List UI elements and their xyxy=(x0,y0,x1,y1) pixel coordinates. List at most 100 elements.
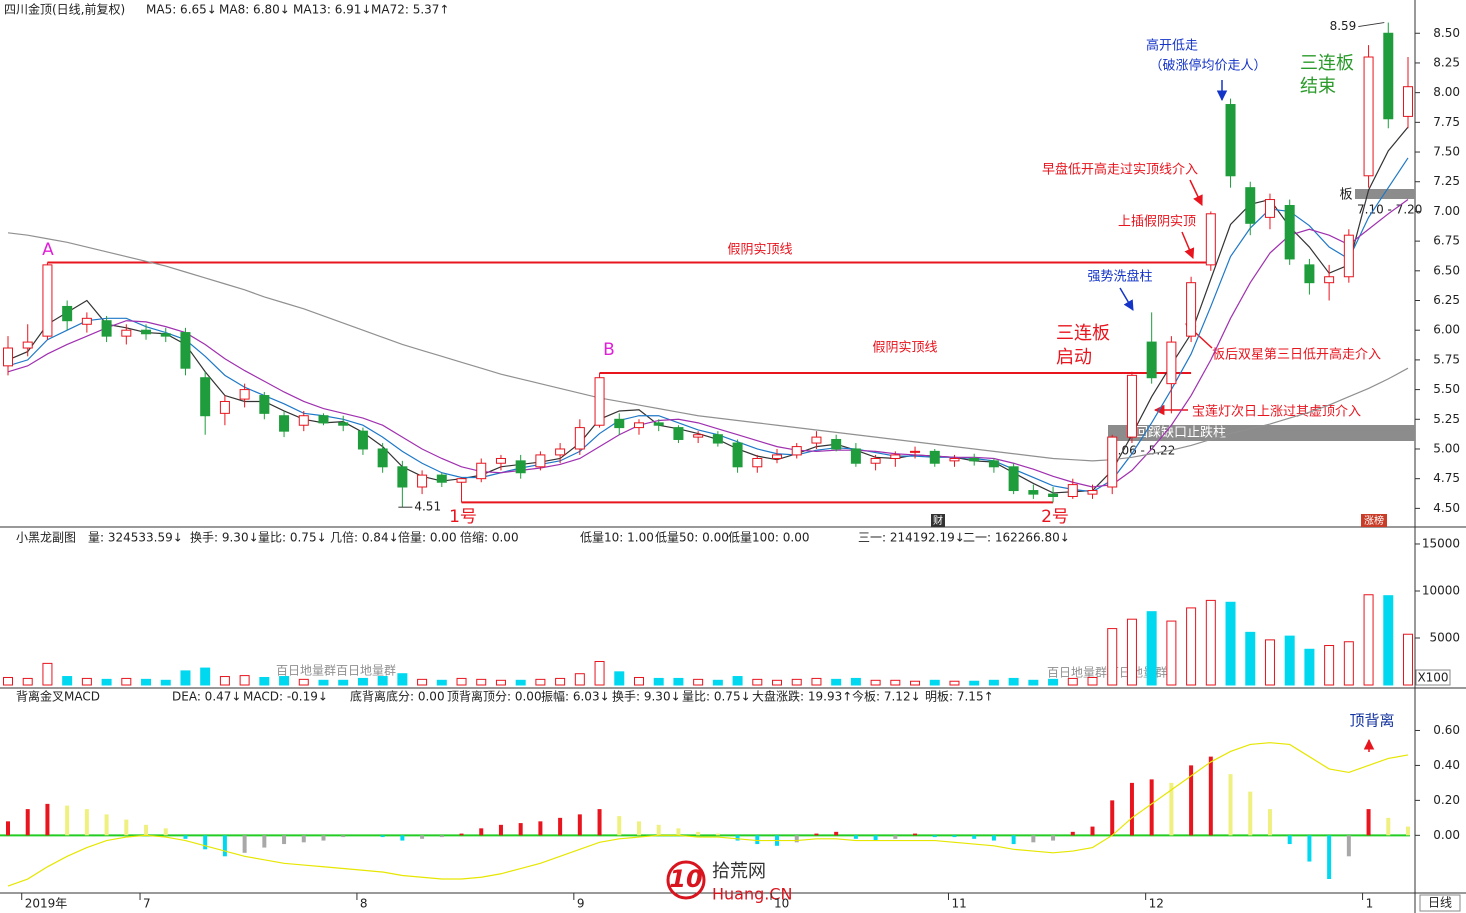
candle-body xyxy=(200,377,211,417)
candle-body xyxy=(594,377,605,426)
period-label[interactable]: 日线 xyxy=(1428,896,1452,910)
indicator-stat: 倍缩: 0.00 xyxy=(460,530,519,545)
candle-body xyxy=(910,450,921,453)
volume-bar xyxy=(1067,677,1078,686)
volume-bar xyxy=(417,678,428,686)
volume-bar xyxy=(42,662,53,686)
price-max-label: 8.59 xyxy=(1330,19,1357,33)
annotation: B xyxy=(603,340,615,360)
arrow xyxy=(1119,287,1134,311)
candle-body xyxy=(1304,264,1315,284)
legend-item: MA13: 6.91↓ xyxy=(293,3,371,17)
macd-tick-label: 0.00 xyxy=(1433,828,1460,842)
price-tick-label: 7.75 xyxy=(1433,115,1460,129)
price-tick-label: 6.00 xyxy=(1433,323,1460,337)
candle-body xyxy=(357,430,368,450)
volume-bar xyxy=(594,660,605,686)
price-tick-label: 7.50 xyxy=(1433,145,1460,159)
arrow xyxy=(1189,179,1203,206)
volume-bar xyxy=(811,677,822,686)
volume-bar xyxy=(62,676,73,686)
annotation: 上插假阴实顶 xyxy=(1118,215,1196,230)
logo: 10 xyxy=(669,865,702,893)
volume-bar xyxy=(1284,635,1295,686)
candle-body xyxy=(1126,374,1137,438)
volume-unit: X100 xyxy=(1417,671,1448,685)
volume-bar xyxy=(121,677,132,686)
candle-body xyxy=(1225,104,1236,177)
volume-bar xyxy=(3,676,13,686)
candle-body xyxy=(1008,466,1019,492)
annotation: 强势洗盘柱 xyxy=(1087,269,1152,285)
volume-bar xyxy=(495,679,506,686)
volume-bar xyxy=(338,679,349,686)
candle-body xyxy=(1087,490,1098,495)
volume-bar xyxy=(969,680,980,686)
annotation: 假阴实顶线 xyxy=(727,243,792,258)
extreme-pointer xyxy=(1358,22,1385,28)
volume-bar xyxy=(515,679,526,686)
volume-bar xyxy=(929,679,940,686)
panel-title: 背离金叉MACD xyxy=(16,689,100,704)
candle-body xyxy=(160,333,171,337)
candle-body xyxy=(988,460,999,468)
candle-body xyxy=(1403,86,1413,117)
period-box[interactable] xyxy=(1419,894,1461,912)
chart-title: 四川金顶(日线,前复权) xyxy=(4,2,125,17)
candle-body xyxy=(1383,32,1394,120)
indicator-stat: 几倍: 0.84↓ xyxy=(330,530,399,545)
volume-bar xyxy=(1225,601,1236,686)
candle-body xyxy=(969,457,980,462)
volume-bar xyxy=(357,677,368,686)
ma-line xyxy=(7,199,1409,488)
price-tick-label: 8.50 xyxy=(1433,26,1460,40)
annotation: 1号 xyxy=(449,507,477,527)
candle-body xyxy=(870,457,881,464)
candle-body xyxy=(1166,341,1177,385)
price-tick-label: 6.75 xyxy=(1433,234,1460,248)
volume-bar xyxy=(890,679,901,686)
volume-bar xyxy=(1205,599,1216,686)
panel-title: 小黑龙副图 xyxy=(16,531,76,545)
candle-body xyxy=(318,415,329,424)
annotation: 三连板 xyxy=(1056,323,1110,344)
candle-body xyxy=(180,332,191,369)
watermark-name: 拾荒网 xyxy=(712,861,766,882)
annotation: 早盘低开高走过实顶线介入 xyxy=(1042,162,1198,178)
dea-line xyxy=(7,742,1409,887)
volume-bar xyxy=(1048,678,1059,686)
annotation: 结束 xyxy=(1300,76,1336,97)
indicator-stat: 今板: 7.12↓ xyxy=(852,689,921,704)
price-tick-label: 8.00 xyxy=(1433,85,1460,99)
candle-body xyxy=(476,462,487,480)
indicator-stat: 底背离底分: 0.00 xyxy=(350,689,445,704)
candle-body xyxy=(298,415,309,426)
annotation: 启动 xyxy=(1056,347,1092,368)
legend-item: MA5: 6.65↓ xyxy=(146,3,217,17)
candle-body xyxy=(811,436,822,444)
volume-bar xyxy=(298,678,309,686)
candle-body xyxy=(1324,276,1335,284)
volume-bar xyxy=(160,679,171,686)
volume-bar xyxy=(1186,607,1197,686)
volume-bar xyxy=(1126,618,1137,686)
candle-body xyxy=(673,427,684,440)
annotation: 2号 xyxy=(1041,507,1069,527)
indicator-stat: 大盘涨跌: 19.93↑ xyxy=(752,689,852,704)
volume-bar xyxy=(1363,594,1374,686)
logo-ring xyxy=(666,860,706,900)
volume-bar xyxy=(831,678,842,686)
annotation: 三连板 xyxy=(1300,53,1354,74)
candle-body xyxy=(279,415,290,432)
badge-text: 涨榜 xyxy=(1364,514,1384,527)
candle-body xyxy=(515,460,526,474)
volume-bar xyxy=(81,677,92,686)
gap-zone xyxy=(1108,425,1415,441)
volume-bar xyxy=(1403,633,1413,686)
candle-body xyxy=(239,389,250,400)
watermark-domain: Huang.CN xyxy=(712,885,793,904)
ma-line xyxy=(7,232,1409,462)
board-zone xyxy=(1355,189,1415,199)
candle-body xyxy=(456,478,467,483)
